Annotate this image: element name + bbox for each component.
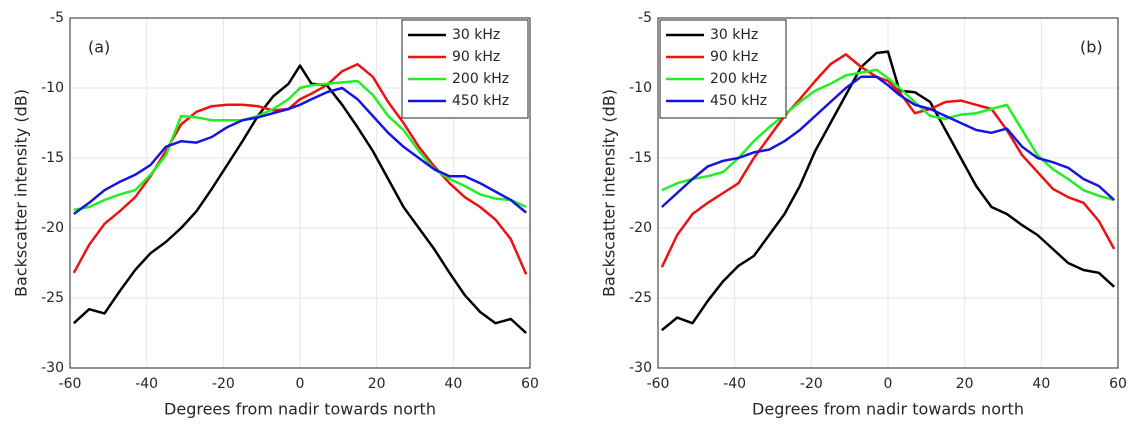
- x-tick-label: 0: [884, 376, 893, 392]
- y-tick-label: -25: [629, 290, 652, 306]
- x-tick-label: 40: [444, 376, 462, 392]
- y-axis-title: Backscatter intensity (dB): [12, 89, 31, 297]
- panel-label: (a): [88, 38, 110, 57]
- y-tick-label: -10: [629, 80, 652, 96]
- y-tick-label: -5: [638, 10, 652, 26]
- x-tick-label: 60: [1109, 376, 1127, 392]
- data-line: [660, 53, 1116, 268]
- data-line: [661, 50, 1116, 332]
- x-tick-label: 60: [521, 376, 539, 392]
- x-axis-title: Degrees from nadir towards north: [752, 400, 1024, 419]
- x-tick-label: -20: [212, 376, 235, 392]
- y-tick-label: -30: [41, 360, 64, 376]
- x-tick-label: 0: [296, 376, 305, 392]
- x-tick-label: -40: [723, 376, 746, 392]
- x-tick-label: -60: [59, 376, 82, 392]
- x-tick-label: -20: [800, 376, 823, 392]
- panel-label: (b): [1080, 38, 1103, 57]
- y-tick-label: -10: [41, 80, 64, 96]
- x-tick-label: -40: [135, 376, 158, 392]
- y-tick-label: -20: [629, 220, 652, 236]
- legend-label: 30 kHz: [452, 27, 500, 43]
- plot-frame: [657, 17, 1119, 369]
- legend-label: 90 kHz: [452, 49, 500, 65]
- panel: -60 -40 -20 0 20 40 60 -30 -25 -20 -15 -10 -5 Degrees…: [12, 10, 539, 419]
- legend-box: [401, 19, 529, 119]
- y-tick-label: -5: [50, 10, 64, 26]
- plot-frame: [69, 17, 531, 369]
- legend-label: 30 kHz: [710, 27, 758, 43]
- y-tick-label: -25: [41, 290, 64, 306]
- y-tick-label: -15: [41, 150, 64, 166]
- data-line: [73, 79, 527, 212]
- data-line: [73, 86, 527, 216]
- y-axis-title: Backscatter intensity (dB): [600, 89, 619, 297]
- data-line: [72, 64, 528, 334]
- legend-label: 200 kHz: [452, 71, 509, 87]
- x-tick-label: 40: [1032, 376, 1050, 392]
- data-line: [660, 75, 1116, 208]
- panel: -60 -40 -20 0 20 40 60 -30 -25 -20 -15 -10 -5 Degrees…: [600, 10, 1127, 419]
- y-tick-label: -20: [41, 220, 64, 236]
- legend-label: 450 kHz: [710, 93, 767, 109]
- y-tick-label: -15: [629, 150, 652, 166]
- legend-label: 200 kHz: [710, 71, 767, 87]
- x-axis-title: Degrees from nadir towards north: [164, 400, 436, 419]
- x-tick-label: -60: [647, 376, 670, 392]
- x-tick-label: 20: [368, 376, 386, 392]
- legend-label: 90 kHz: [710, 49, 758, 65]
- legend-label: 450 kHz: [452, 93, 509, 109]
- x-tick-label: 20: [956, 376, 974, 392]
- y-tick-label: -30: [629, 360, 652, 376]
